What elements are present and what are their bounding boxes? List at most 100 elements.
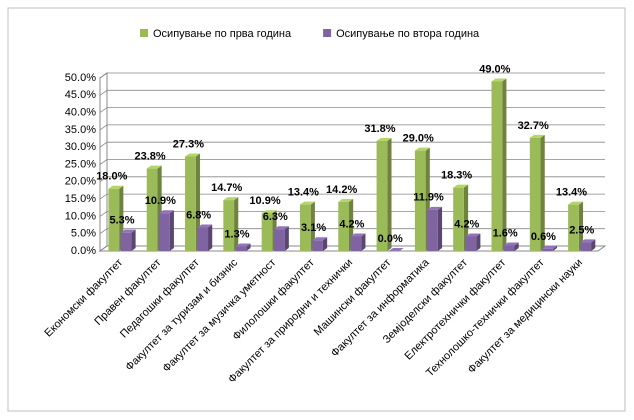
bar-side bbox=[322, 237, 328, 251]
value-label: 10.9% bbox=[249, 195, 280, 207]
grid-line bbox=[99, 193, 605, 200]
bar-top bbox=[312, 237, 328, 241]
bar-side bbox=[552, 245, 557, 251]
bar-front bbox=[580, 242, 592, 251]
bar-top bbox=[427, 206, 443, 210]
bar bbox=[503, 242, 519, 251]
bar-side bbox=[502, 78, 507, 252]
bar bbox=[273, 226, 289, 251]
bar-top bbox=[120, 229, 136, 233]
bar bbox=[542, 245, 557, 251]
value-label: 14.7% bbox=[211, 182, 242, 194]
bar-top bbox=[453, 184, 469, 188]
bar-top bbox=[568, 201, 584, 205]
value-label: 13.4% bbox=[556, 187, 587, 199]
bar-front bbox=[312, 240, 323, 251]
bar-side bbox=[208, 224, 213, 251]
value-label: 0.6% bbox=[531, 231, 556, 243]
bar-side bbox=[591, 239, 596, 251]
bar-top bbox=[580, 239, 596, 243]
bar-front bbox=[108, 188, 120, 251]
value-label: 1.3% bbox=[224, 228, 249, 240]
bar-side bbox=[463, 184, 469, 251]
legend-label: Осипување по прва година bbox=[153, 28, 292, 40]
y-tick-label: 50.0% bbox=[65, 72, 96, 84]
bar-front bbox=[185, 156, 196, 251]
bar-top bbox=[376, 137, 392, 141]
value-label: 10.9% bbox=[145, 195, 176, 207]
bar-front bbox=[414, 150, 426, 251]
bar-side bbox=[234, 197, 239, 251]
bar-side bbox=[514, 242, 519, 251]
bar-front bbox=[350, 236, 362, 251]
grid-line bbox=[99, 72, 605, 79]
bar-side bbox=[540, 134, 545, 251]
bar-front bbox=[146, 168, 158, 251]
bar bbox=[491, 78, 507, 252]
value-label: 49.0% bbox=[479, 63, 510, 75]
bar-front bbox=[261, 213, 273, 251]
bar-side bbox=[246, 243, 251, 251]
bar-top bbox=[185, 153, 200, 157]
y-tick-label: 0.0% bbox=[71, 245, 96, 257]
bar-top bbox=[223, 197, 239, 201]
bar-top bbox=[542, 245, 557, 249]
bar-top bbox=[529, 134, 545, 138]
bar-front bbox=[158, 213, 170, 251]
bar bbox=[197, 224, 213, 251]
bar-front bbox=[529, 137, 541, 251]
bar bbox=[299, 201, 315, 251]
legend-label: Осипување по втора година bbox=[336, 28, 480, 40]
bar-top bbox=[273, 226, 289, 230]
value-label: 0.0% bbox=[378, 233, 403, 245]
bar-side bbox=[476, 233, 481, 251]
value-label: 18.0% bbox=[96, 171, 127, 183]
bar-front bbox=[376, 140, 388, 251]
bar-top bbox=[350, 233, 366, 237]
bar-front bbox=[120, 232, 132, 251]
legend-swatch bbox=[140, 29, 148, 37]
bar-side bbox=[169, 210, 174, 251]
bar bbox=[388, 248, 404, 251]
bar-side bbox=[361, 233, 366, 251]
bar-front bbox=[223, 200, 235, 251]
bar-top bbox=[414, 147, 430, 151]
bar-top bbox=[299, 201, 315, 205]
value-label: 5.3% bbox=[110, 215, 135, 227]
bar-front bbox=[491, 81, 503, 252]
bar-top bbox=[158, 210, 174, 214]
y-tick-label: 5.0% bbox=[71, 228, 96, 240]
bar bbox=[158, 210, 174, 251]
value-label: 31.8% bbox=[364, 123, 395, 135]
y-tick-label: 35.0% bbox=[65, 124, 96, 136]
bar-side bbox=[578, 201, 584, 251]
value-label: 3.1% bbox=[301, 222, 326, 234]
bar bbox=[568, 201, 584, 251]
bar-front bbox=[235, 246, 247, 251]
value-label: 4.2% bbox=[339, 218, 364, 230]
bar-top bbox=[465, 233, 481, 237]
grid-line bbox=[99, 124, 605, 131]
bar-top bbox=[108, 185, 124, 189]
y-tick-label: 10.0% bbox=[65, 210, 96, 222]
y-tick-label: 40.0% bbox=[65, 107, 96, 119]
value-label: 13.4% bbox=[288, 187, 319, 199]
bar-side bbox=[310, 201, 315, 251]
grid-line bbox=[99, 107, 605, 113]
bar-front bbox=[568, 204, 579, 251]
bar bbox=[338, 198, 354, 251]
value-label: 11.9% bbox=[413, 192, 444, 204]
bar-front bbox=[503, 245, 515, 251]
bar-side bbox=[387, 137, 392, 251]
bar-front bbox=[465, 236, 477, 251]
bar-top bbox=[503, 242, 519, 246]
bar bbox=[580, 239, 596, 251]
bar bbox=[453, 184, 469, 251]
bar-top bbox=[235, 243, 251, 247]
value-label: 18.3% bbox=[441, 170, 472, 182]
bar-top bbox=[197, 224, 213, 228]
bar bbox=[223, 197, 239, 251]
bar-top bbox=[146, 165, 162, 169]
bar bbox=[120, 229, 136, 251]
